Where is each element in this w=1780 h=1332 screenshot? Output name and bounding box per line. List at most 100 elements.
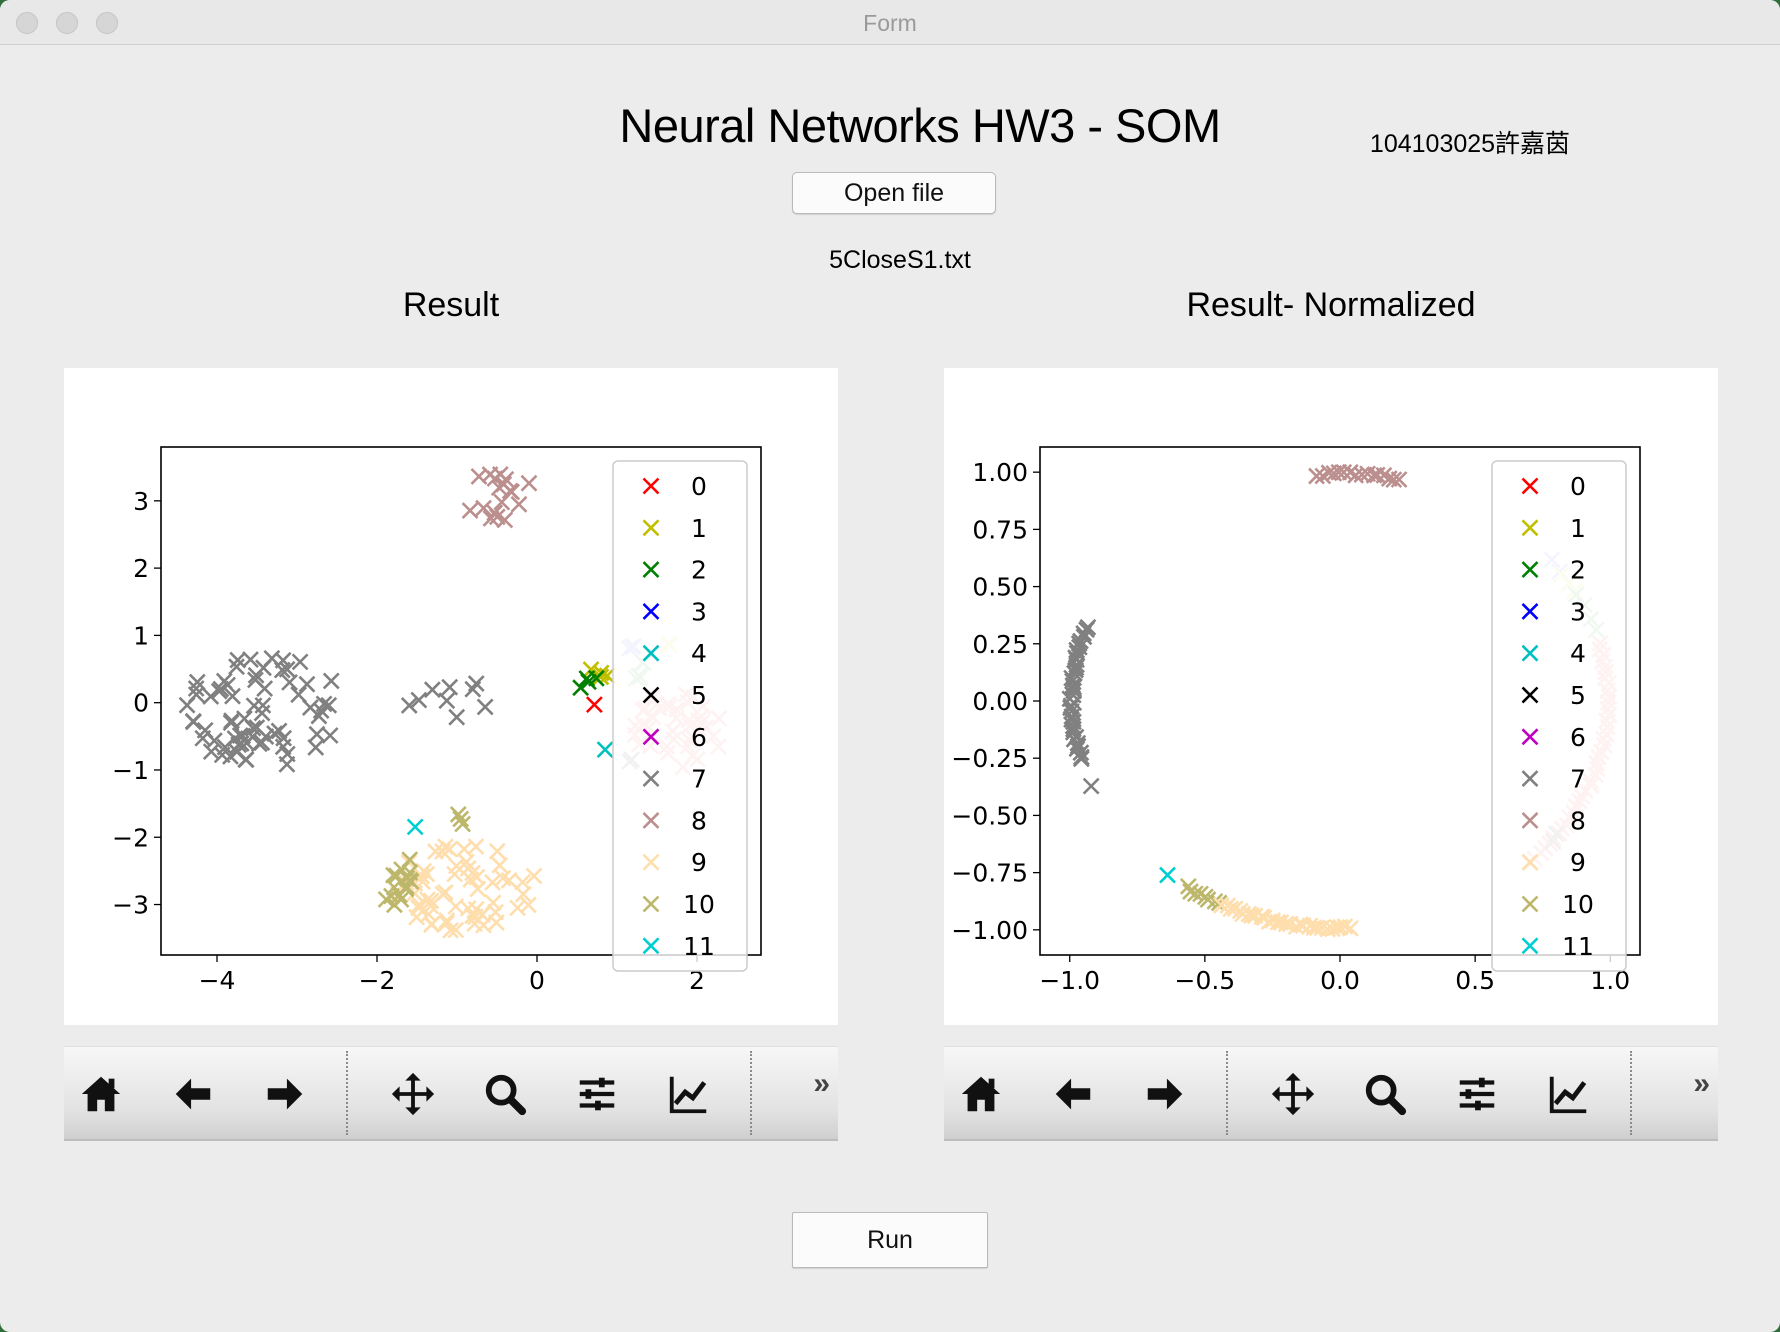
data-point-marker [488,842,506,860]
data-point-marker [1385,471,1403,489]
data-point-marker [298,675,316,693]
more-icon[interactable]: » [1693,1067,1710,1100]
edit-axis-button[interactable] [1544,1069,1594,1119]
left-plot-toolbar: » [64,1046,838,1141]
data-point-marker [1308,467,1325,485]
subplots-config-button[interactable] [572,1069,622,1119]
zoom-button[interactable] [480,1069,530,1119]
minimize-window-button[interactable] [56,12,78,34]
legend-marker [1521,519,1539,537]
home-icon [81,1076,121,1112]
legend-marker [642,561,660,579]
data-point-marker [441,678,459,696]
subplots-config-icon [579,1077,615,1111]
legend-marker [642,728,660,746]
pan-button[interactable] [1268,1069,1318,1119]
subplots-config-button[interactable] [1452,1069,1502,1119]
forward-arrow-icon [267,1078,303,1110]
data-point-marker [1336,918,1354,935]
data-point-marker [1082,777,1100,795]
legend-label: 0 [1570,472,1586,501]
data-point-marker [514,885,532,903]
data-point-marker [224,687,241,705]
x-tick-label: 0.0 [1320,966,1360,995]
y-tick-label: −0.75 [951,859,1028,888]
zoom-button[interactable] [1360,1069,1410,1119]
back-button[interactable] [168,1069,218,1119]
legend-label: 7 [1570,765,1586,794]
right-scatter-plot: −1.0 −0.5 0.0 0.5 1.0−1.00−0.75−0.50−0.250.0… [951,446,1641,995]
edit-axis-icon [669,1076,707,1114]
data-point-marker [320,696,338,714]
forward-button[interactable] [1140,1069,1190,1119]
close-window-button[interactable] [16,12,38,34]
open-file-button[interactable]: Open file [792,172,996,214]
left-plot-canvas[interactable]: −4 −2 0 2 −3 −2 −1 0 1 2 3 0 1 2 3 4 5 6 7 8 9 10 11 [64,368,838,1025]
home-button[interactable] [956,1069,1006,1119]
pan-button[interactable] [388,1069,438,1119]
toolbar-separator [346,1051,348,1135]
home-button[interactable] [76,1069,126,1119]
legend-marker [1521,477,1539,495]
more-icon[interactable]: » [813,1067,830,1100]
zoom-window-button[interactable] [96,12,118,34]
data-point-marker [455,840,473,858]
data-point-marker [187,686,205,703]
left-scatter-plot: −4 −2 0 2 −3 −2 −1 0 1 2 3 0 1 2 3 4 5 6 7 8 9 10 11 [112,446,762,995]
data-point-marker [1277,915,1295,933]
legend-label: 2 [691,556,707,585]
data-point-marker [475,499,492,517]
edit-axis-icon [1549,1076,1587,1114]
forward-button[interactable] [260,1069,310,1119]
data-point-marker [1067,661,1084,679]
legend-marker [1521,686,1539,704]
legend-marker [1521,811,1539,829]
toolbar-separator [1226,1051,1228,1135]
data-point-marker [410,896,428,914]
data-point-marker [1182,883,1199,900]
y-tick-label: −1 [112,756,149,785]
data-point-marker [488,508,506,526]
legend-marker [642,686,660,704]
data-point-marker [223,712,240,730]
data-point-marker [232,735,250,752]
data-point-marker [494,869,512,887]
data-point-marker [1314,467,1332,485]
back-button[interactable] [1048,1069,1098,1119]
data-point-marker [475,916,492,934]
legend-label: 4 [691,639,707,668]
data-point-marker [278,755,296,773]
run-button[interactable]: Run [792,1212,988,1268]
data-point-marker [194,729,212,747]
right-plot-canvas[interactable]: −1.0 −0.5 0.0 0.5 1.0 −1.00 −0.75 −0.50 −0.25 0.0… [944,368,1718,1025]
data-point-marker [493,493,511,511]
data-point-marker [448,708,466,726]
data-point-marker [1069,734,1087,752]
data-point-marker [213,746,231,764]
forward-arrow-icon [1147,1078,1183,1110]
right-plot-title: Result- Normalized [1186,286,1476,324]
data-point-marker [509,899,526,917]
legend-label: 4 [1570,639,1586,668]
legend-marker [1521,937,1539,955]
data-point-marker [247,671,264,689]
right-plot-toolbar: » [944,1046,1718,1141]
axes-frame [1039,446,1641,956]
data-point-marker [212,680,230,698]
data-point-marker [229,651,247,669]
legend-label: 9 [691,848,707,877]
data-point-marker [244,719,262,737]
data-point-marker [447,921,465,939]
axes-frame [160,446,762,956]
data-point-marker [1072,750,1090,768]
data-point-marker [255,659,272,677]
x-tick-label: −0.5 [1175,966,1236,995]
data-point-marker [423,681,441,699]
data-point-marker [202,688,220,705]
legend-marker [642,853,660,871]
data-point-marker [242,651,259,668]
data-point-marker [237,751,255,769]
data-point-marker [254,696,272,714]
edit-axis-button[interactable] [664,1069,714,1119]
